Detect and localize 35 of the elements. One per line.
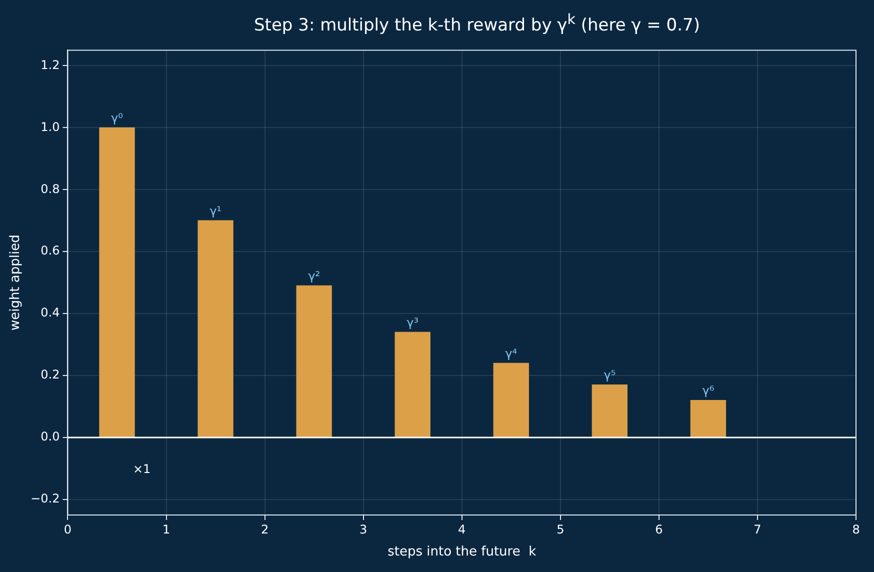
bar: [493, 362, 529, 438]
y-tick-label: 1.2: [40, 58, 60, 72]
bar: [198, 220, 234, 438]
data-label: γ⁶: [702, 383, 714, 398]
x-tick-label: 1: [162, 522, 170, 536]
data-label: γ⁵: [604, 368, 616, 382]
x-tick-label: 6: [655, 522, 663, 536]
bar: [690, 400, 726, 438]
bar: [394, 332, 430, 438]
data-label: γ⁰: [111, 110, 124, 125]
x-tick-label: 4: [458, 522, 466, 536]
data-label: γ³: [406, 315, 419, 330]
x-tick-label: 2: [260, 522, 269, 536]
bar: [296, 285, 332, 438]
chart-title: Step 3: multiply the k-th reward by γ$^{k}$ (here γ = 0.7): [253, 11, 701, 38]
y-axis-title: weight applied: [8, 234, 24, 331]
data-label: γ¹: [210, 204, 222, 218]
bar: [99, 127, 135, 438]
y-tick-label: 0.0: [40, 430, 60, 444]
x-tick-label: 7: [754, 522, 762, 536]
x-tick-label: 0: [64, 522, 72, 536]
data-label: γ⁴: [505, 346, 518, 360]
bar: [592, 384, 628, 438]
y-tick-label: 0.8: [40, 182, 60, 196]
y-tick-label: 0.4: [40, 306, 60, 320]
y-tick-label: 0.6: [40, 244, 60, 258]
x-tick-label: 5: [556, 522, 564, 536]
y-tick-label: −0.2: [30, 492, 60, 506]
x-tick-label: 8: [852, 522, 860, 536]
x-tick-label: 3: [360, 522, 368, 536]
data-label: γ²: [308, 268, 320, 283]
y-tick-label: 0.2: [40, 368, 60, 382]
annotation: ×1: [133, 462, 151, 476]
x-axis-title: steps into the future k: [388, 544, 537, 560]
y-tick-label: 1.0: [40, 120, 60, 134]
